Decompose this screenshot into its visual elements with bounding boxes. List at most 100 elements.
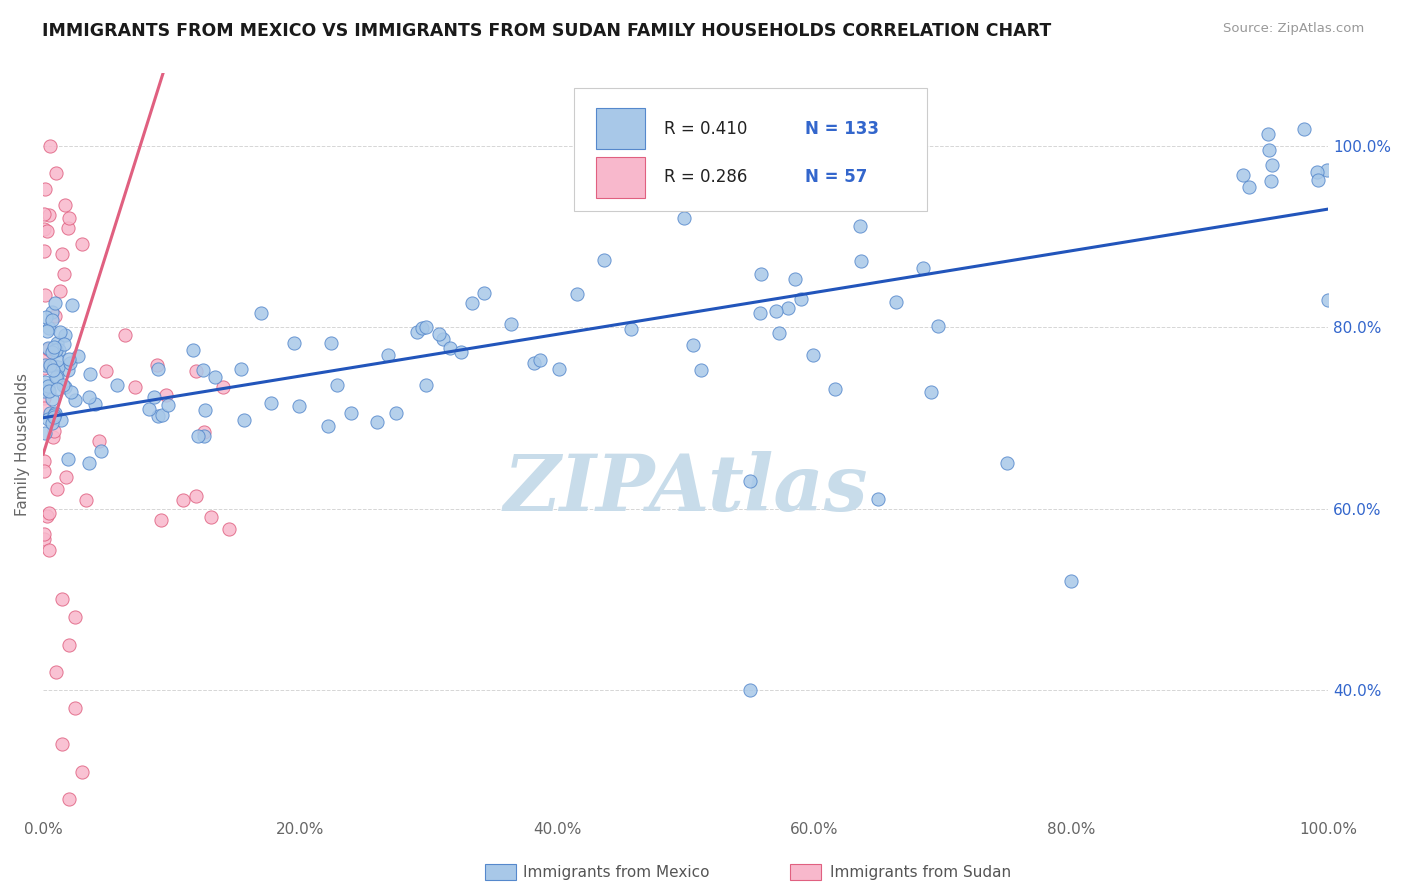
Point: [39, 358, 62, 372]
Point: [1316, 163, 1339, 178]
Point: [63, 393, 86, 408]
Point: [34, 454, 56, 468]
Point: [44, 295, 66, 310]
Point: [70, 237, 93, 252]
Point: [145, 358, 167, 372]
Point: [1260, 158, 1282, 172]
Point: [45, 665, 67, 679]
Point: [48, 325, 70, 339]
Point: [143, 391, 166, 405]
Point: [34, 425, 56, 440]
Point: [450, 344, 472, 359]
Point: [46, 360, 69, 375]
Point: [41, 344, 63, 359]
Point: [765, 304, 787, 318]
Point: [58, 351, 80, 366]
Point: [79, 456, 101, 470]
Point: [65, 610, 87, 624]
Point: [849, 219, 872, 234]
Text: IMMIGRANTS FROM MEXICO VS IMMIGRANTS FROM SUDAN FAMILY HOUSEHOLDS CORRELATION CH: IMMIGRANTS FROM MEXICO VS IMMIGRANTS FRO…: [42, 22, 1052, 40]
Point: [406, 325, 429, 339]
Point: [801, 349, 824, 363]
Point: [37, 412, 59, 426]
Point: [288, 399, 311, 413]
Point: [51, 738, 73, 752]
Point: [42, 430, 65, 444]
Point: [34, 207, 56, 221]
Point: [44, 343, 66, 358]
Point: [53, 380, 76, 394]
Point: [523, 356, 546, 370]
Point: [114, 328, 136, 343]
Point: [51, 592, 73, 607]
Point: [439, 342, 461, 356]
Point: [749, 267, 772, 281]
Point: [911, 260, 934, 275]
Point: [49, 413, 72, 427]
Point: [529, 353, 551, 368]
Point: [90, 444, 112, 458]
FancyBboxPatch shape: [574, 87, 927, 211]
Point: [58, 638, 80, 652]
Point: [748, 306, 770, 320]
Point: [35, 224, 58, 238]
Text: ZIPAtlas: ZIPAtlas: [503, 451, 868, 528]
Point: [44, 408, 66, 422]
Point: [52, 378, 75, 392]
Point: [1237, 180, 1260, 194]
Point: [155, 388, 177, 402]
Point: [38, 384, 60, 398]
Point: [884, 294, 907, 309]
Point: [689, 363, 711, 377]
Point: [231, 362, 253, 376]
Point: [283, 335, 305, 350]
Point: [77, 390, 100, 404]
Point: [319, 335, 342, 350]
Point: [778, 301, 800, 315]
Point: [191, 362, 214, 376]
Point: [592, 253, 614, 268]
Point: [41, 392, 63, 407]
Point: [34, 532, 56, 546]
Point: [1317, 293, 1340, 307]
Point: [41, 304, 63, 318]
FancyBboxPatch shape: [596, 108, 644, 149]
Point: [738, 683, 761, 698]
Point: [146, 361, 169, 376]
Point: [52, 336, 75, 351]
Point: [567, 287, 589, 301]
Point: [34, 526, 56, 541]
Point: [65, 701, 87, 715]
Point: [35, 508, 58, 523]
Point: [1257, 143, 1279, 157]
Point: [1232, 169, 1254, 183]
Point: [232, 412, 254, 426]
Point: [44, 424, 66, 438]
Text: Immigrants from Sudan: Immigrants from Sudan: [830, 865, 1011, 880]
Point: [38, 321, 60, 335]
Point: [58, 221, 80, 235]
Point: [45, 166, 67, 180]
Point: [37, 341, 59, 355]
Point: [34, 287, 56, 301]
Point: [44, 309, 66, 323]
Text: N = 57: N = 57: [806, 169, 868, 186]
Point: [995, 456, 1018, 470]
Point: [472, 285, 495, 300]
Point: [45, 482, 67, 496]
Point: [200, 510, 222, 524]
Point: [204, 370, 226, 384]
Point: [927, 319, 949, 334]
Point: [79, 367, 101, 381]
Point: [55, 470, 77, 484]
Point: [38, 406, 60, 420]
Point: [461, 296, 484, 310]
Point: [42, 408, 65, 422]
Point: [75, 493, 97, 508]
Point: [124, 380, 146, 394]
Text: N = 133: N = 133: [806, 120, 879, 137]
Point: [34, 182, 56, 196]
Point: [49, 284, 72, 298]
Point: [67, 349, 90, 363]
Point: [325, 378, 347, 392]
